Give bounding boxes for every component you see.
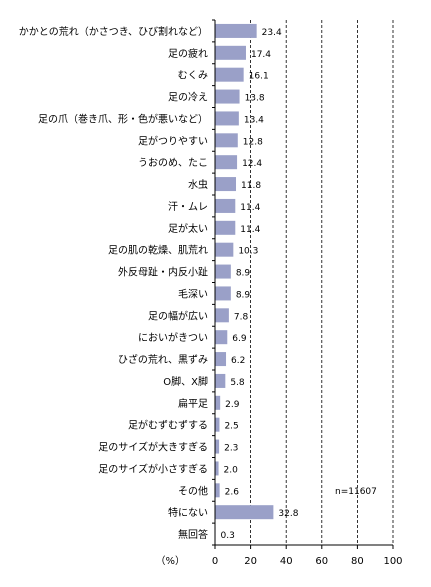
category-labels: かかとの荒れ（かさつき、ひび割れなど） 足の疲れむくみ足の冷え足の爪（巻き爪、形・… <box>19 25 208 541</box>
bar <box>215 373 226 388</box>
data-label: 11.8 <box>241 181 261 191</box>
bar <box>215 155 238 170</box>
data-label: 7.8 <box>234 312 249 322</box>
data-label: 6.2 <box>231 356 245 366</box>
x-tick-label: 80 <box>351 556 364 567</box>
category-label: においがきつい <box>138 331 208 344</box>
category-label: 足のサイズが大きすぎる <box>98 441 208 454</box>
category-label: 無回答 <box>178 528 208 541</box>
category-label: 足の幅が広い <box>148 309 208 322</box>
bar <box>215 352 227 367</box>
data-label: 11.4 <box>240 225 260 235</box>
bar <box>215 89 240 104</box>
category-label: 足が太い <box>168 222 208 235</box>
category-label: かかとの荒れ（かさつき、ひび割れなど） <box>19 25 208 38</box>
category-label: O脚、X脚 <box>163 375 208 388</box>
x-axis-unit-label: （%） <box>155 555 185 567</box>
data-label: 6.9 <box>232 334 247 344</box>
category-label: 足がむずむずする <box>128 419 208 432</box>
data-label: 16.1 <box>249 72 269 82</box>
bar <box>215 417 220 432</box>
category-label: 足の冷え <box>168 91 208 104</box>
bar <box>215 286 231 301</box>
category-label: むくみ <box>178 70 208 82</box>
bars <box>215 23 274 542</box>
data-label: 12.4 <box>242 159 262 169</box>
bar <box>215 242 234 257</box>
data-label: 11.4 <box>240 203 260 213</box>
sample-size-note: n=11607 <box>335 487 377 497</box>
category-label: ひざの荒れ、黒ずみ <box>118 353 208 366</box>
data-label: 2.0 <box>224 465 239 475</box>
category-label: 特にない <box>168 507 208 519</box>
axes: 0 20 40 60 80 100 <box>212 19 403 567</box>
bar <box>215 67 244 82</box>
data-label: 13.8 <box>245 94 265 104</box>
bar <box>215 439 220 454</box>
bar <box>215 45 246 60</box>
category-label: 足のサイズが小さすぎる <box>98 462 208 475</box>
bar <box>215 330 228 345</box>
bar <box>215 198 236 213</box>
category-label: 足がつりやすい <box>138 134 208 147</box>
data-label: 2.6 <box>225 487 240 497</box>
data-label: 13.4 <box>244 115 264 125</box>
data-label: 12.8 <box>243 137 263 147</box>
bar <box>215 177 237 192</box>
category-label: 汗・ムレ <box>168 200 208 213</box>
category-label: 外反母趾・内反小趾 <box>118 266 208 279</box>
category-label: 足の疲れ <box>168 47 208 60</box>
bar <box>215 505 274 520</box>
data-label: 8.9 <box>236 269 251 279</box>
data-label: 5.8 <box>230 378 245 388</box>
x-tick-label: 40 <box>280 556 293 567</box>
bar <box>215 483 220 498</box>
data-label: 2.9 <box>225 400 240 410</box>
bar <box>215 461 219 476</box>
x-tick-label: 60 <box>315 556 328 567</box>
category-label: 足の肌の乾燥、肌荒れ <box>108 244 208 257</box>
bar <box>215 395 221 410</box>
bar <box>215 23 257 38</box>
x-tick-label: 100 <box>383 556 402 567</box>
data-label: 2.3 <box>224 444 238 454</box>
category-label: 毛深い <box>178 288 208 300</box>
bar <box>215 264 231 279</box>
category-label: 水虫 <box>188 179 208 191</box>
x-tick-label: 0 <box>212 556 218 567</box>
bar <box>215 220 236 235</box>
category-label: 足の爪（巻き爪、形・色が悪いなど） <box>38 112 208 125</box>
bar <box>215 133 238 148</box>
category-label: 扁平足 <box>178 397 208 410</box>
data-label: 8.9 <box>236 290 251 300</box>
bar <box>215 111 239 126</box>
category-label: うおのめ、たこ <box>138 157 208 169</box>
gridlines <box>250 20 394 545</box>
data-label: 10.3 <box>238 247 258 257</box>
data-label: 0.3 <box>221 531 235 541</box>
category-label: その他 <box>178 484 208 497</box>
x-tick-label: 20 <box>244 556 257 567</box>
value-labels: 23.4 17.4 16.1 13.8 13.4 12.8 12.4 11.8 11.4 11.4… <box>221 28 299 541</box>
data-label: 17.4 <box>251 50 271 60</box>
bar <box>215 308 229 323</box>
data-label: 23.4 <box>262 28 282 38</box>
data-label: 32.8 <box>278 509 298 519</box>
data-label: 2.5 <box>224 422 238 432</box>
